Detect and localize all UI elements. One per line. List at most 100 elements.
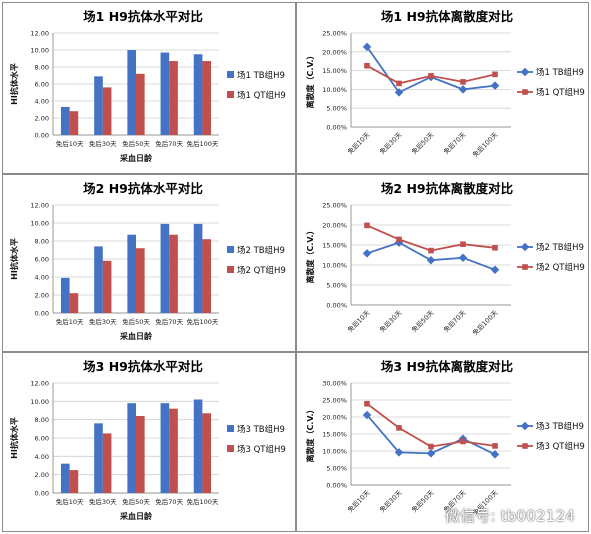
bar-qt	[169, 408, 178, 493]
bar-qt	[69, 293, 79, 313]
point-qt	[396, 425, 402, 431]
y-tick-label: 25.00%	[322, 202, 347, 210]
chart-title: 场3 H9抗体水平对比	[83, 359, 203, 374]
x-axis-label: 采血日龄	[119, 511, 153, 521]
y-tick-label: 0.00	[35, 490, 49, 498]
y-tick-label: 12.00	[30, 380, 49, 388]
bar-tb	[60, 277, 70, 313]
point-qt	[364, 400, 370, 407]
y-tick-label: 8.00	[35, 238, 49, 246]
y-tick-label: 6.00	[35, 81, 49, 89]
x-tick-label: 免后100天	[186, 497, 218, 506]
point-qt	[364, 222, 370, 229]
y-tick-label: 0.00%	[326, 124, 347, 132]
legend-swatch-qt	[227, 266, 234, 273]
y-axis-label: 离散度（C.V.）	[305, 226, 315, 283]
bar-qt	[102, 260, 112, 313]
bar-qt	[102, 433, 112, 493]
legend-label: 场2 TB组H9	[237, 245, 285, 256]
legend-label: 场3 TB组H9	[237, 424, 285, 435]
chart-title: 场2 H9抗体水平对比	[83, 181, 203, 196]
x-tick-label: 免后70天	[155, 139, 183, 148]
x-tick-label: 免后30天	[89, 139, 117, 148]
legend-label: 场2 QT组H9	[237, 265, 286, 276]
point-tb	[426, 255, 436, 265]
y-tick-label: 25.00%	[322, 397, 347, 405]
point-qt	[460, 241, 466, 247]
y-axis-label: HI抗体水平	[9, 417, 19, 459]
point-qt	[396, 236, 402, 243]
legend-marker-tb	[520, 242, 530, 252]
bar-tb	[160, 223, 170, 313]
bar-qt	[202, 239, 212, 313]
chart-panel-farm1-level: 场1 H9抗体水平对比 0.00 2.00 4.00 6.00 8.00 10.00 12.0…	[2, 2, 296, 174]
y-tick-label: 20.00%	[322, 222, 347, 230]
point-qt	[428, 73, 434, 79]
legend-label: 场2 TB组H9	[536, 242, 584, 253]
y-axis-label: HI抗体水平	[9, 238, 19, 280]
point-tb	[362, 410, 372, 420]
bar-qt	[169, 234, 178, 313]
x-tick-label: 免后50天	[409, 308, 435, 334]
x-tick-label: 免后30天	[89, 317, 117, 326]
x-tick-label: 免后10天	[56, 317, 84, 326]
series-line-qt	[366, 403, 496, 448]
bar-qt	[136, 248, 145, 313]
y-tick-label: 6.00	[35, 435, 49, 443]
x-tick-label: 免后30天	[89, 497, 117, 506]
x-tick-label: 免后100天	[470, 130, 499, 159]
y-tick-label: 10.00	[30, 47, 49, 55]
y-tick-label: 5.00%	[326, 465, 347, 473]
y-tick-label: 25.00%	[322, 30, 347, 38]
legend-label: 场2 QT组H9	[536, 262, 585, 273]
bar-tb	[127, 234, 136, 313]
y-tick-label: 12.00	[30, 202, 49, 210]
bar-tb	[160, 52, 170, 135]
y-tick-label: 4.00	[35, 98, 49, 106]
y-tick-label: 10.00	[30, 398, 49, 406]
x-tick-label: 免后70天	[155, 497, 183, 506]
legend-swatch-tb	[227, 246, 234, 253]
point-tb	[458, 85, 468, 94]
chart-svg: 场1 H9抗体水平对比 0.00 2.00 4.00 6.00 8.00 10.00 12.0…	[9, 9, 286, 163]
point-qt	[428, 247, 434, 254]
bar-qt	[69, 470, 79, 493]
x-axis-label: 采血日龄	[119, 331, 153, 341]
x-tick-label: 免后10天	[345, 488, 371, 514]
legend-label: 场3 QT组H9	[536, 441, 585, 452]
point-tb	[426, 449, 436, 458]
bar-tb	[193, 54, 203, 135]
chart-title: 场3 H9抗体离散度对比	[381, 359, 514, 374]
bar-tb	[127, 50, 136, 135]
y-axis-label: 离散度（C.V.）	[305, 51, 315, 108]
y-tick-label: 15.00%	[322, 242, 347, 250]
y-tick-label: 2.00	[35, 471, 49, 479]
point-tb	[362, 249, 372, 258]
y-tick-label: 2.00	[35, 115, 49, 123]
legend-swatch-qt	[227, 445, 234, 452]
x-tick-label: 免后100天	[470, 308, 499, 337]
point-tb	[394, 448, 404, 457]
chart-panel-farm2-cv: 场2 H9抗体离散度对比 0.00% 5.00% 10.00% 15.00% 20.00%…	[296, 174, 589, 352]
y-tick-label: 15.00%	[322, 431, 347, 439]
point-tb	[362, 42, 372, 52]
legend-marker-tb	[520, 67, 530, 77]
bar-qt	[136, 416, 145, 493]
x-tick-label: 免后50天	[122, 317, 150, 326]
legend-label: 场1 TB组H9	[536, 67, 584, 78]
bar-qt	[69, 111, 79, 135]
legend-swatch-tb	[227, 425, 234, 432]
chart-svg: 场2 H9抗体离散度对比 0.00% 5.00% 10.00% 15.00% 20.00%…	[305, 181, 585, 337]
chart-panel-farm3-cv: 场3 H9抗体离散度对比 0.00% 5.00% 10.00% 15.00% 20.00%…	[296, 352, 589, 532]
chart-svg: 场2 H9抗体水平对比 0.00 2.00 4.00 6.00 8.00 10.00 12.0…	[9, 181, 286, 341]
bar-tb	[60, 463, 70, 493]
legend-label: 场1 TB组H9	[237, 70, 285, 81]
wechat-watermark: 微信号: tb002124	[444, 507, 575, 525]
x-tick-label: 免后70天	[441, 308, 467, 334]
legend-swatch-qt	[227, 91, 234, 98]
chart-panel-farm2-level: 场2 H9抗体水平对比 0.00 2.00 4.00 6.00 8.00 10.00 12.0…	[2, 174, 296, 352]
point-qt	[460, 79, 466, 85]
legend-label: 场3 TB组H9	[536, 421, 584, 432]
y-tick-label: 4.00	[35, 274, 49, 282]
bar-tb	[160, 403, 170, 493]
